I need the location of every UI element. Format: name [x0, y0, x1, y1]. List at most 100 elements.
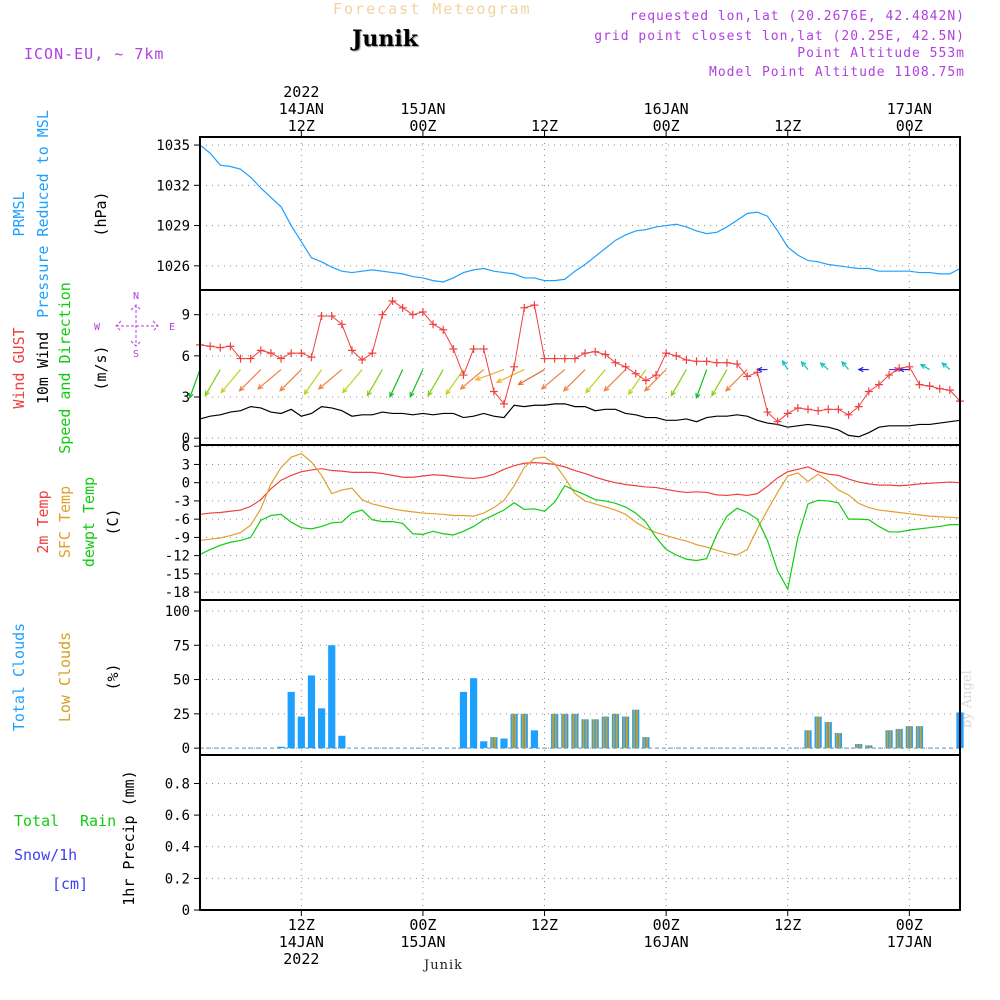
- wind-10m-label: 10m Wind: [34, 332, 52, 404]
- total-cloud-bar: [601, 716, 609, 749]
- temp-dewpoint-label: dewpt Temp: [80, 477, 98, 567]
- wind-gust-label: Wind GUST: [10, 327, 28, 408]
- bottom-time-label: 00Z: [653, 916, 680, 934]
- top-time-label: 14JAN: [279, 100, 324, 118]
- wind-gust-marker: [793, 403, 802, 412]
- wind-gust-marker: [844, 410, 853, 419]
- wind-arrow-head: [643, 385, 650, 392]
- wind-direction-arrow: [841, 361, 849, 370]
- wind-direction-arrow: [518, 369, 545, 386]
- total-cloud-bar: [551, 713, 559, 749]
- low-cloud-bar: [615, 713, 618, 749]
- wind-gust-marker: [510, 362, 519, 371]
- wind-gust-marker: [449, 344, 458, 353]
- wind-direction-arrow: [628, 369, 647, 395]
- total-cloud-bar: [834, 733, 842, 749]
- bottom-time-label: 16JAN: [644, 933, 689, 951]
- low-cloud-bar: [896, 728, 899, 749]
- pressure-y-tick-label: 1029: [156, 219, 190, 235]
- wind-gust-marker: [266, 349, 275, 358]
- wind-gust-marker: [662, 349, 671, 358]
- temp-2m-line: [199, 462, 961, 515]
- top-time-label: 12Z: [288, 117, 315, 135]
- wind-gust-marker: [945, 386, 954, 395]
- total-cloud-bar: [459, 691, 468, 749]
- wind-direction-arrow: [204, 369, 221, 396]
- gridpoint-coordinates: grid point closest lon,lat (20.25E, 42.5…: [594, 29, 965, 44]
- wind-direction-arrow: [220, 369, 241, 393]
- wind-y-tick-label: 9: [182, 308, 190, 324]
- wind-gust-marker: [814, 406, 823, 415]
- total-cloud-bar: [865, 745, 873, 749]
- wind-arrow-head: [711, 390, 717, 397]
- total-cloud-bar: [642, 737, 650, 749]
- wind-gust-marker: [915, 380, 924, 389]
- wind-direction-arrow: [318, 369, 343, 390]
- wind-arrow-head: [459, 384, 466, 390]
- wind-gust-marker: [712, 358, 721, 367]
- wind-unit-label: (m/s): [92, 345, 110, 390]
- data-layer: [188, 144, 964, 911]
- pressure-line: [199, 144, 961, 283]
- low-cloud-bar: [585, 719, 588, 749]
- wind-direction-arrow: [801, 361, 809, 370]
- wind-gust-marker: [641, 376, 650, 385]
- wind-direction-arrow: [644, 369, 667, 392]
- low-cloud-bar: [582, 719, 585, 749]
- wind-y-tick-label: 6: [182, 349, 190, 365]
- wind-arrow-head: [941, 362, 948, 368]
- clouds-y-tick-label: 50: [173, 673, 190, 689]
- wind-speed-line: [199, 403, 961, 438]
- wind-gust-marker: [895, 364, 904, 373]
- total-cloud-bar: [318, 708, 326, 749]
- wind-arrow-head: [317, 384, 324, 390]
- bottom-time-label: 15JAN: [400, 933, 445, 951]
- wind-arrow-head: [517, 380, 524, 386]
- temp-y-tick-label: 6: [182, 439, 190, 455]
- wind-gust-marker: [398, 303, 407, 312]
- wind-gust-marker: [733, 360, 742, 369]
- wind-gust-marker: [631, 369, 640, 378]
- precip-panel-frame: [199, 754, 961, 911]
- top-time-label: 00Z: [896, 117, 923, 135]
- total-cloud-bar: [307, 675, 316, 749]
- total-clouds-label: Total Clouds: [10, 623, 28, 731]
- wind-panel-frame: [199, 289, 961, 446]
- wind-gust-marker: [682, 355, 691, 364]
- low-cloud-bar: [602, 716, 605, 749]
- wind-gust-marker: [469, 344, 478, 353]
- low-cloud-bar: [899, 728, 902, 749]
- wind-arrow-head: [409, 391, 415, 398]
- wind-gust-marker: [550, 354, 559, 363]
- total-cloud-bar: [328, 645, 336, 749]
- low-cloud-bar: [491, 737, 494, 749]
- precip-y-tick-label: 0.2: [165, 871, 190, 887]
- wind-direction-label: Speed and Direction: [56, 282, 74, 454]
- top-time-label: 15JAN: [400, 100, 445, 118]
- bottom-time-label: 14JAN: [279, 933, 324, 951]
- top-time-label: 2022: [283, 83, 319, 101]
- temp-y-tick-label: -6: [173, 512, 190, 528]
- wind-gust-marker: [743, 372, 752, 381]
- low-cloud-bar: [869, 745, 871, 749]
- wind-gust-marker: [601, 350, 610, 359]
- chart-title: Forecast Meteogram: [333, 0, 532, 18]
- wind-direction-arrow: [603, 369, 627, 392]
- wind-arrow-head: [389, 391, 395, 398]
- wind-y-tick-label: 3: [182, 390, 190, 406]
- wind-gust-marker: [611, 358, 620, 367]
- wind-arrow-head: [303, 389, 310, 396]
- temp-y-tick-label: 0: [182, 476, 190, 492]
- wind-gust-marker: [206, 342, 215, 351]
- total-cloud-bar: [905, 726, 913, 749]
- precip-total-label: Total: [14, 812, 59, 830]
- wind-arrow-head: [238, 385, 245, 392]
- low-cloud-bar: [572, 713, 575, 749]
- wind-gust-marker: [540, 354, 549, 363]
- wind-arrow-head: [857, 366, 864, 373]
- grid-layer: [194, 131, 960, 916]
- pressure-label-prmsl: PRMSL: [10, 191, 28, 236]
- wind-gust-marker: [570, 354, 579, 363]
- wind-gust-marker: [530, 301, 539, 310]
